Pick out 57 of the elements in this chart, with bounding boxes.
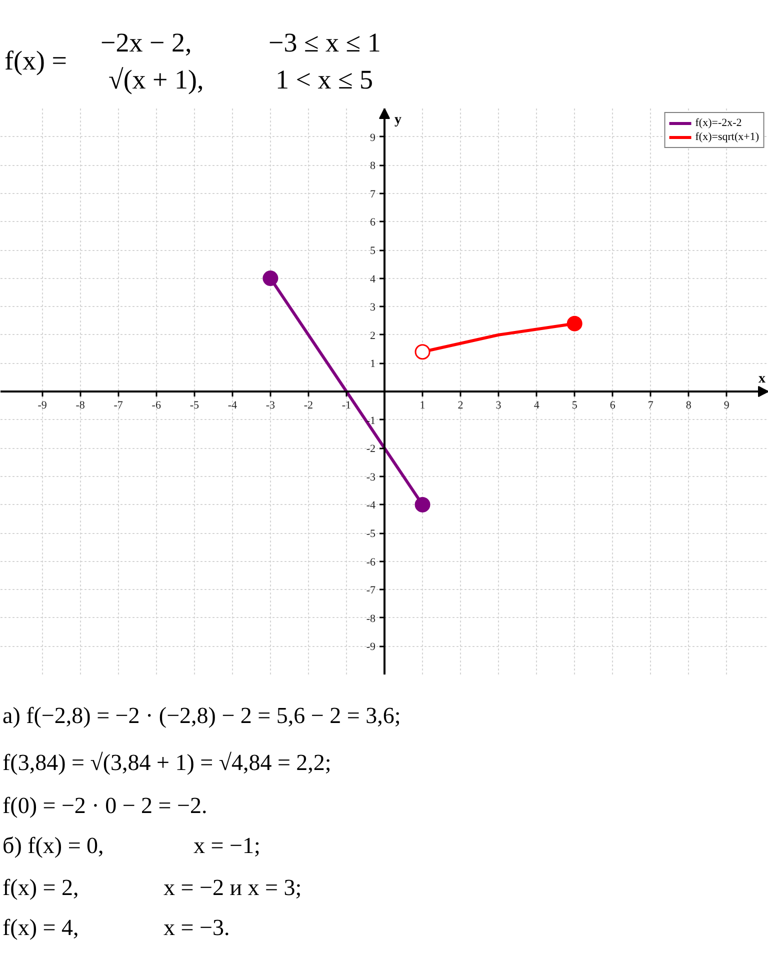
y-tick-label: -2 <box>366 443 376 456</box>
y-tick-label: 1 <box>370 358 376 370</box>
text: f(x) = 4, <box>2 915 79 940</box>
y-tick-label: 3 <box>370 302 376 314</box>
y-tick-label: -4 <box>366 500 376 512</box>
text: б) f(x) = 0, <box>2 833 104 858</box>
x-tick-label: 3 <box>496 400 502 412</box>
x-tick-label: 5 <box>572 400 578 412</box>
x-tick-label: -9 <box>38 400 48 412</box>
y-tick-label: -7 <box>366 584 376 597</box>
x-tick-label: 6 <box>610 400 616 412</box>
text: x = −3. <box>164 915 230 940</box>
text: f(0) = −2 · 0 − 2 = −2. <box>2 793 208 818</box>
x-tick-label: 1 <box>420 400 426 412</box>
x-tick-label: 8 <box>686 400 692 412</box>
y-tick-label: 9 <box>370 132 376 144</box>
text: √(x + 1), <box>108 64 204 94</box>
point <box>414 344 430 360</box>
y-tick-label: 5 <box>370 245 376 257</box>
x-tick-label: -8 <box>76 400 86 412</box>
legend-label: f(x)=-2x-2 <box>695 117 742 129</box>
text: f(x) = 2, <box>2 875 79 900</box>
x-tick-label: -2 <box>304 400 314 412</box>
x-tick-label: 4 <box>534 400 540 412</box>
x-tick-label: -1 <box>342 400 352 412</box>
x-tick-label: 7 <box>648 400 654 412</box>
y-tick-label: -6 <box>366 556 376 568</box>
y-tick-label: 7 <box>370 188 376 200</box>
x-tick-label: -6 <box>152 400 162 412</box>
x-tick-label: -7 <box>114 400 124 412</box>
y-tick-label: -9 <box>366 641 376 654</box>
text: x = −2 и x = 3; <box>164 875 302 900</box>
x-tick-label: -4 <box>228 400 238 412</box>
text: 1 < x ≤ 5 <box>276 64 374 94</box>
x-tick-label: -3 <box>266 400 276 412</box>
y-tick-label: 8 <box>370 160 376 172</box>
chart-title: f(x) = <box>4 46 67 76</box>
x-tick-label: 9 <box>724 400 730 412</box>
text: −2x − 2, <box>100 28 192 58</box>
legend-label: f(x)=sqrt(x+1) <box>695 131 759 143</box>
text: f(3,84) = √(3,84 + 1) = √4,84 = 2,2; <box>2 750 332 775</box>
y-tick-label: 6 <box>370 216 376 229</box>
y-tick-label: 4 <box>370 273 376 286</box>
text: −3 ≤ x ≤ 1 <box>268 28 381 58</box>
x-tick-label: 2 <box>458 400 464 412</box>
x-axis-title: x <box>758 372 766 386</box>
text: x = −1; <box>194 833 260 858</box>
x-tick-label: -5 <box>190 400 200 412</box>
y-tick-label: -5 <box>366 528 376 540</box>
text: а) f(−2,8) = −2 · (−2,8) − 2 = 5,6 − 2 = 3,6; <box>2 703 401 728</box>
y-tick-label: -8 <box>366 612 376 625</box>
point <box>414 496 430 512</box>
y-tick-label: 2 <box>370 330 376 342</box>
y-axis-title: y <box>394 112 402 128</box>
y-tick-label: -3 <box>366 471 376 484</box>
point <box>566 316 582 332</box>
point <box>262 270 278 286</box>
